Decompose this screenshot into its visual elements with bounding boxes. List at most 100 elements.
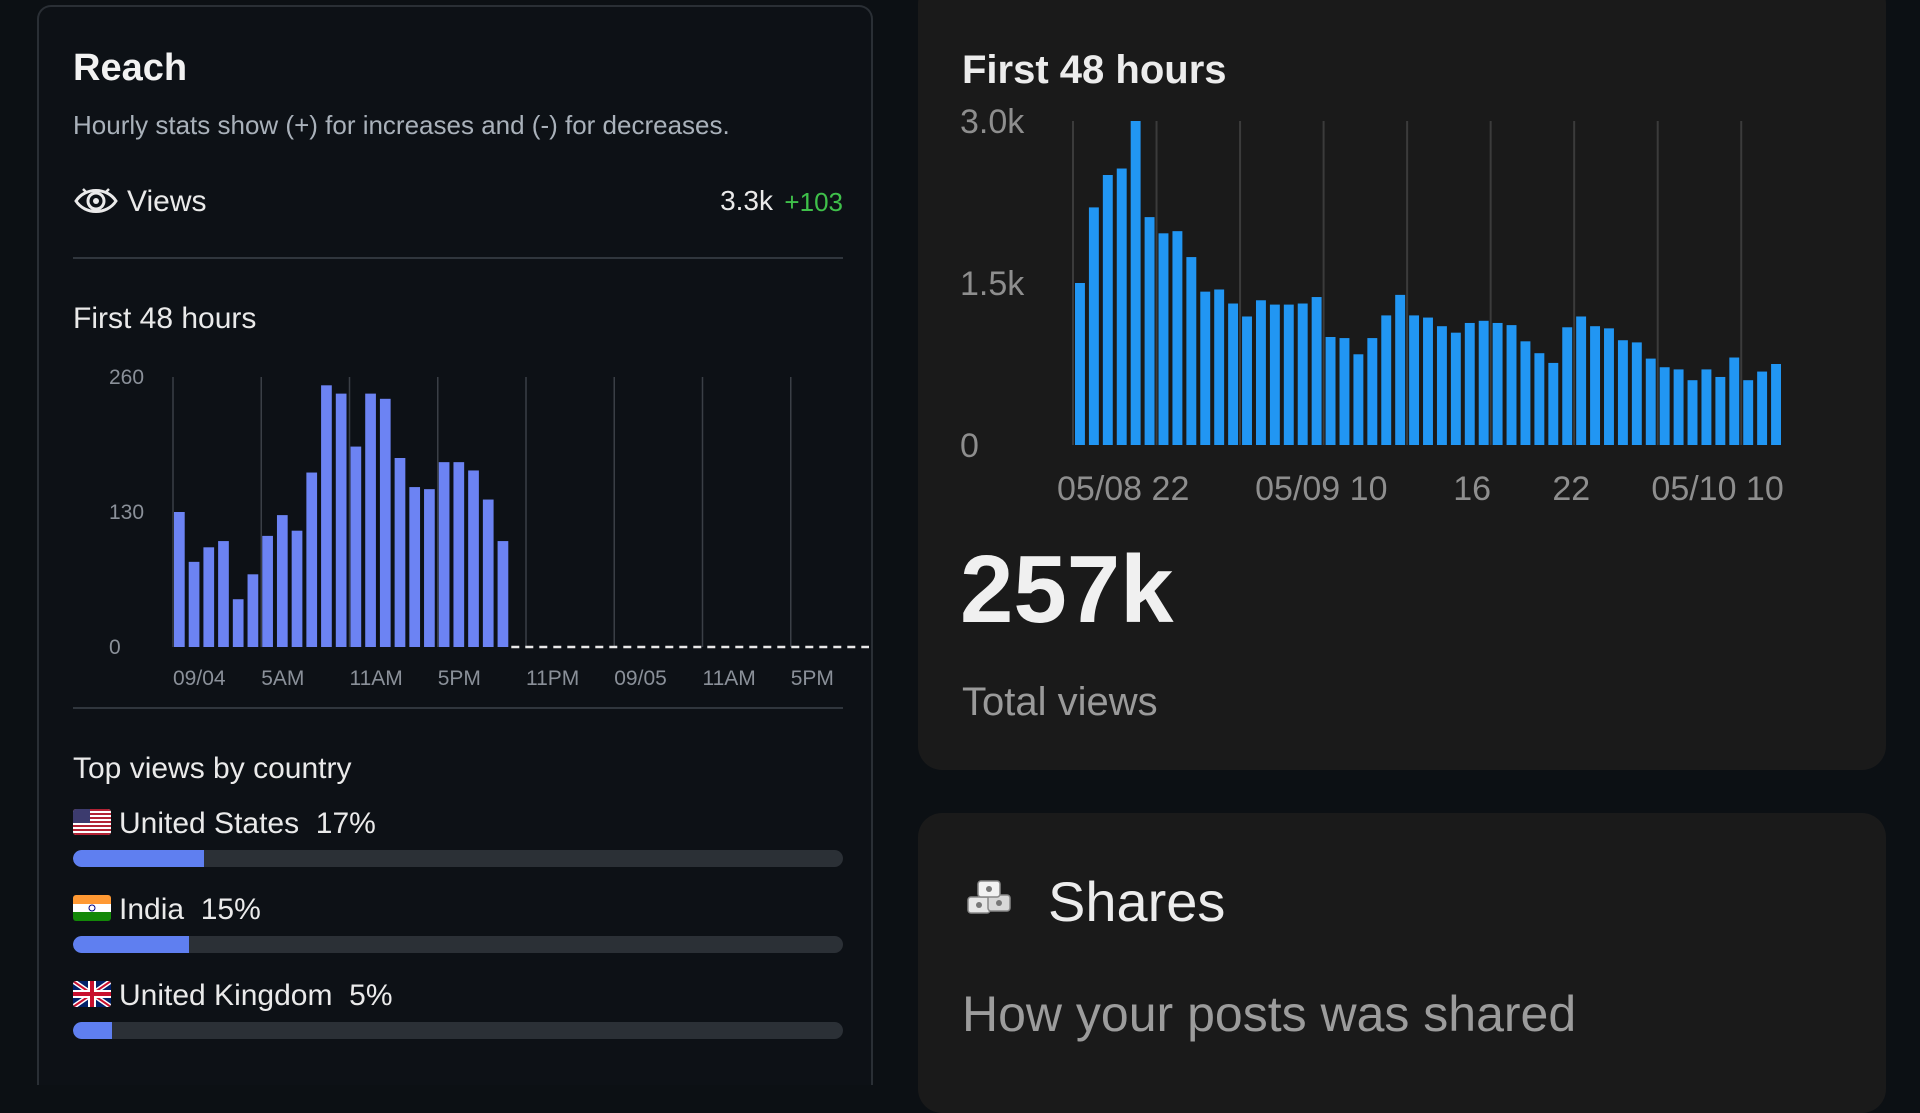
chart-bar xyxy=(1743,380,1754,445)
chart-bar xyxy=(188,561,200,647)
y-tick-label: 1.5k xyxy=(960,265,1025,303)
divider xyxy=(73,707,843,709)
chart-bar xyxy=(1144,217,1155,445)
chart-bar xyxy=(1325,337,1336,445)
x-tick-label: 05/09 10 xyxy=(1255,470,1387,508)
chart-bar xyxy=(1562,327,1573,445)
chart-bar xyxy=(1492,322,1503,445)
total-views-label: Total views xyxy=(962,680,1158,724)
chart-bar xyxy=(1283,304,1294,445)
chart-bar xyxy=(468,470,479,647)
country-bar-track xyxy=(73,1022,843,1039)
chart-bar xyxy=(1242,316,1252,445)
chart-bar xyxy=(1395,294,1406,445)
chart-bar xyxy=(262,535,273,647)
views-delta: +103 xyxy=(784,187,843,217)
shares-icon xyxy=(967,880,1011,914)
chart-bar xyxy=(1200,291,1211,445)
chart-bar xyxy=(1381,315,1392,445)
chart-bar xyxy=(350,446,362,647)
chart-bar xyxy=(1534,353,1545,445)
x-tick-label: 11PM xyxy=(526,667,579,690)
x-tick-label: 16 xyxy=(1453,470,1491,508)
chart-bar xyxy=(1715,376,1726,445)
chart-bar xyxy=(306,472,318,647)
chart-bar xyxy=(453,462,465,647)
chart-bar xyxy=(1631,342,1642,445)
left-chart-title: First 48 hours xyxy=(73,302,257,335)
chart-bar xyxy=(1214,289,1225,445)
chart-bar xyxy=(1450,332,1461,445)
country-name: United States 17% xyxy=(119,807,376,840)
y-tick-label: 3.0k xyxy=(960,105,1025,141)
chart-bar xyxy=(1604,328,1614,445)
chart-bar xyxy=(1757,371,1768,445)
chart-bar xyxy=(1339,338,1350,445)
country-row-uk: United Kingdom 5% xyxy=(73,979,843,1039)
chart-bar xyxy=(497,541,509,647)
country-bar-track xyxy=(73,936,843,953)
eye-icon xyxy=(74,188,118,213)
chart-bar xyxy=(321,385,332,647)
chart-bar xyxy=(1548,362,1559,445)
right-hourly-chart: 0 1.5k 3.0k 05/08 22 05/09 10 16 22 05/10 10 xyxy=(960,105,1784,508)
chart-bar xyxy=(1645,358,1656,445)
chart-bar xyxy=(1590,326,1601,445)
chart-bar xyxy=(247,574,259,647)
views-value: 3.3k xyxy=(720,185,773,216)
chart-bar xyxy=(1075,283,1085,445)
chart-bar xyxy=(232,599,244,647)
country-bar-fill xyxy=(73,850,204,867)
chart-bar xyxy=(1576,316,1587,445)
chart-bar xyxy=(291,530,303,647)
chart-bar xyxy=(1478,320,1489,445)
country-row-india: India 15% xyxy=(73,893,843,953)
divider xyxy=(73,257,843,259)
chart-bar xyxy=(1088,207,1099,445)
chart-bar xyxy=(1158,233,1169,445)
x-tick-label: 05/08 22 xyxy=(1057,470,1189,508)
country-bar-track xyxy=(73,850,843,867)
chart-bar xyxy=(379,398,391,647)
chart-bar xyxy=(424,489,435,647)
x-tick-label: 11AM xyxy=(350,667,403,690)
x-tick-label: 22 xyxy=(1552,470,1590,508)
chart-bar xyxy=(1353,354,1364,445)
chart-bar xyxy=(1172,231,1183,445)
total-views-card: First 48 hours 0 1.5k 3.0k 05/08 22 05/09 10… xyxy=(918,0,1886,770)
chart-bar xyxy=(1255,300,1266,445)
chart-bar xyxy=(1729,357,1740,445)
india-flag-icon xyxy=(73,895,111,921)
views-row[interactable]: Views 3.3k +103 xyxy=(73,177,843,227)
y-tick-label: 260 xyxy=(109,366,144,389)
chart-bar xyxy=(1771,364,1781,445)
chart-bar xyxy=(1130,121,1141,445)
chart-bar xyxy=(1617,340,1628,445)
chart-bar xyxy=(1423,317,1433,445)
x-tick-label: 5PM xyxy=(438,667,481,690)
country-name: India 15% xyxy=(119,893,261,926)
chart-bar xyxy=(1102,175,1113,445)
chart-bar xyxy=(365,393,376,647)
reach-title: Reach xyxy=(73,47,188,89)
chart-bar xyxy=(394,458,406,647)
reach-subtitle: Hourly stats show (+) for increases and … xyxy=(73,110,730,140)
left-hourly-chart: 09/04 5AM 11AM 5PM 11PM 09/05 11AM 5PM 0 130 260 xyxy=(109,366,869,690)
chart-bar xyxy=(1701,369,1712,445)
chart-bar xyxy=(335,393,347,647)
x-tick-label: 5AM xyxy=(261,667,304,690)
chart-bar xyxy=(1186,257,1197,445)
x-tick-label: 11AM xyxy=(703,667,756,690)
chart-bar xyxy=(1228,303,1239,445)
chart-bar xyxy=(1436,326,1447,445)
right-chart-title: First 48 hours xyxy=(962,48,1227,92)
chart-bar xyxy=(409,487,421,647)
country-bar-fill xyxy=(73,936,189,953)
y-tick-label: 130 xyxy=(109,501,144,524)
shares-subtitle: How your posts was shared xyxy=(962,986,1577,1042)
chart-bar xyxy=(276,515,288,647)
x-tick-label: 09/05 xyxy=(614,667,667,690)
country-row-us: United States 17% xyxy=(73,807,843,867)
chart-bar xyxy=(1673,369,1684,445)
chart-bar xyxy=(1687,380,1698,445)
